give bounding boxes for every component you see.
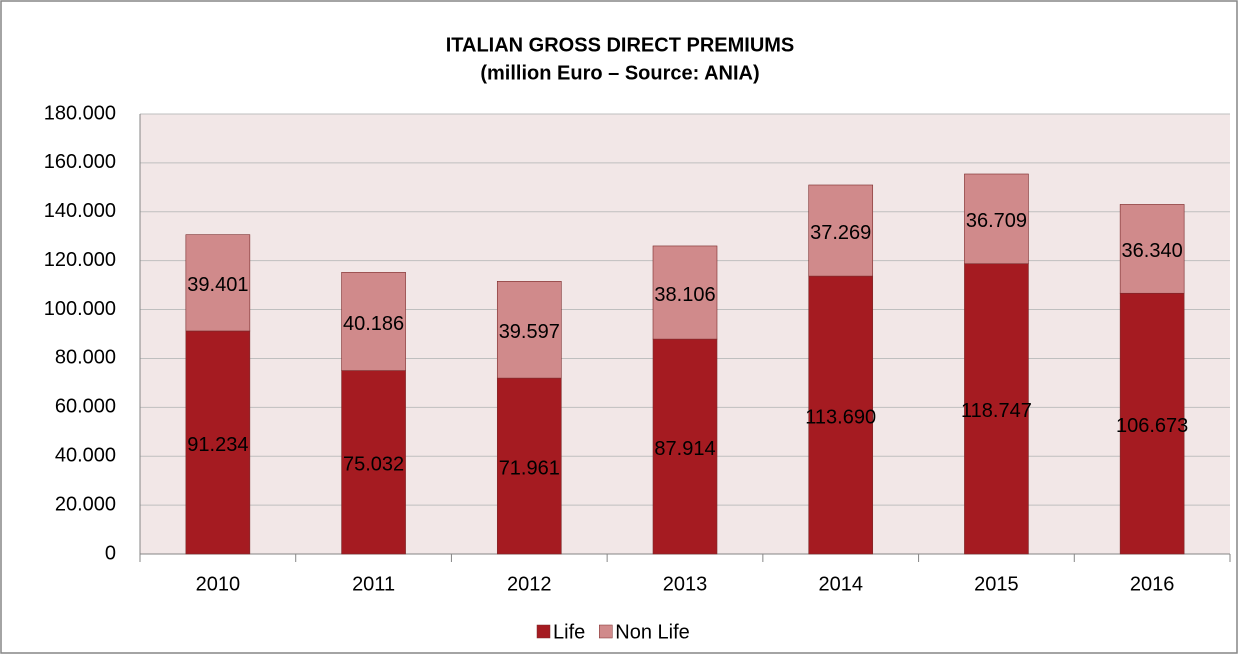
x-tick-label: 2013 — [663, 573, 708, 595]
data-label: 87.914 — [654, 438, 715, 460]
data-label: 39.401 — [187, 274, 248, 296]
y-tick-label: 40.000 — [55, 445, 116, 467]
x-tick-label: 2016 — [1130, 573, 1175, 595]
data-label: 40.186 — [343, 313, 404, 335]
y-tick-label: 120.000 — [44, 249, 116, 271]
data-label: 38.106 — [654, 284, 715, 306]
x-tick-label: 2015 — [974, 573, 1019, 595]
y-tick-label: 20.000 — [55, 493, 116, 515]
x-tick-label: 2014 — [818, 573, 863, 595]
legend-label: Life — [553, 621, 585, 643]
legend-label: Non Life — [615, 621, 690, 643]
bar-segment — [496, 377, 562, 555]
data-label: 36.709 — [966, 210, 1027, 232]
bar-segment — [185, 330, 251, 555]
x-tick-label: 2012 — [507, 573, 552, 595]
x-tick-label: 2010 — [196, 573, 241, 595]
y-tick-label: 80.000 — [55, 347, 116, 369]
data-label: 37.269 — [810, 222, 871, 244]
data-label: 118.747 — [961, 400, 1032, 422]
chart-subtitle: (million Euro – Source: ANIA) — [480, 62, 759, 84]
data-label: 75.032 — [343, 454, 404, 476]
data-label: 91.234 — [187, 434, 248, 456]
legend-swatch — [599, 624, 613, 639]
bar-segment — [496, 281, 562, 379]
bar-segment — [652, 245, 718, 340]
bar-segment — [652, 338, 718, 555]
data-label: 106.673 — [1116, 415, 1188, 437]
y-tick-label: 140.000 — [44, 200, 116, 222]
bar-segment — [964, 173, 1029, 265]
bar-segment — [1119, 292, 1185, 555]
data-label: 36.340 — [1122, 240, 1183, 262]
bar-segment — [341, 272, 406, 371]
legend-swatch — [536, 624, 551, 639]
chart-title: ITALIAN GROSS DIRECT PREMIUMS — [446, 34, 795, 56]
y-tick-label: 0 — [105, 542, 116, 564]
y-tick-label: 100.000 — [44, 298, 116, 320]
data-label: 71.961 — [499, 457, 560, 479]
bar-segment — [185, 234, 251, 332]
y-tick-label: 60.000 — [55, 396, 116, 418]
y-tick-label: 180.000 — [44, 102, 116, 124]
bar-segment — [1119, 204, 1185, 294]
x-tick-label: 2011 — [352, 573, 395, 595]
y-tick-label: 160.000 — [44, 151, 116, 173]
bar-segment — [341, 370, 406, 555]
data-label: 113.690 — [805, 406, 876, 428]
bar-segment — [808, 184, 874, 277]
bar-segment — [808, 275, 874, 555]
data-label: 39.597 — [499, 321, 560, 343]
